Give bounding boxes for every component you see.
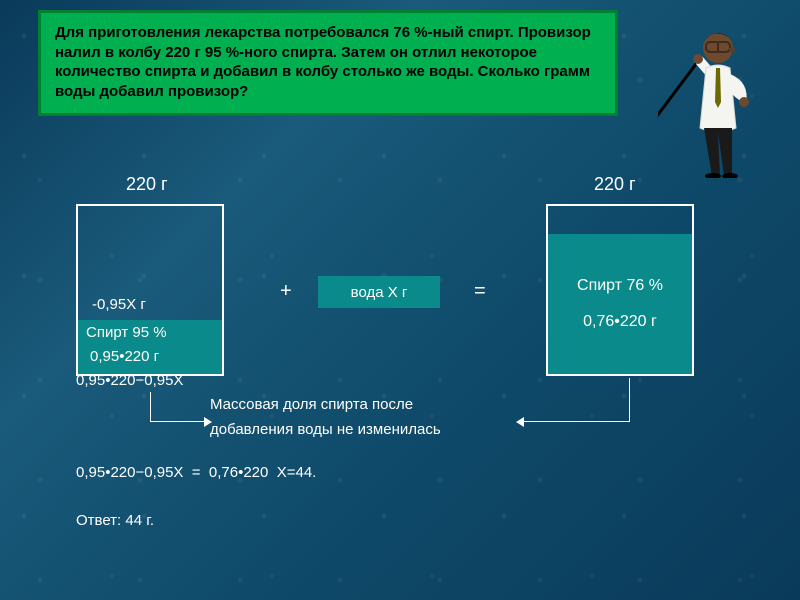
arrow-left-tip <box>204 417 212 427</box>
right-mass-label: 220 г <box>594 174 636 195</box>
arrow-right-horizontal <box>524 421 630 422</box>
character-illustration <box>658 8 778 178</box>
line-spirt-95: Спирт 95 % <box>86 324 167 341</box>
box-final-solution: Спирт 76 % 0,76•220 г <box>546 204 694 376</box>
water-box: вода Х г <box>318 276 440 308</box>
equals-sign: = <box>474 280 486 303</box>
box-final-fill: Спирт 76 % 0,76•220 г <box>548 234 692 374</box>
problem-statement-box: Для приготовления лекарства потребовался… <box>38 10 618 116</box>
arrow-right-connector <box>620 378 630 422</box>
line-add-water-note: добавления воды не изменилась <box>210 420 540 440</box>
line-mass-fraction-note: Массовая доля спирта после <box>210 396 540 413</box>
line-difference: 0,95•220−0,95Х <box>76 372 256 391</box>
line-minus-095x: -0,95Х г <box>92 296 146 313</box>
line-095x220: 0,95•220 г <box>90 348 159 365</box>
problem-text: Для приготовления лекарства потребовался… <box>55 23 601 101</box>
plus-sign: + <box>280 280 292 303</box>
box3-spirt-label: Спирт 76 % <box>577 277 663 295</box>
box3-mass: 0,76•220 г <box>583 313 657 331</box>
arrow-left-horizontal <box>150 421 210 422</box>
line-answer: Ответ: 44 г. <box>76 512 154 529</box>
line-equation: 0,95•220−0,95Х = 0,76•220 Х=44. <box>76 464 556 483</box>
left-mass-label: 220 г <box>126 174 168 195</box>
water-box-label: вода Х г <box>351 284 408 301</box>
arrow-left-connector <box>150 392 160 422</box>
arrow-right-tip <box>516 417 524 427</box>
